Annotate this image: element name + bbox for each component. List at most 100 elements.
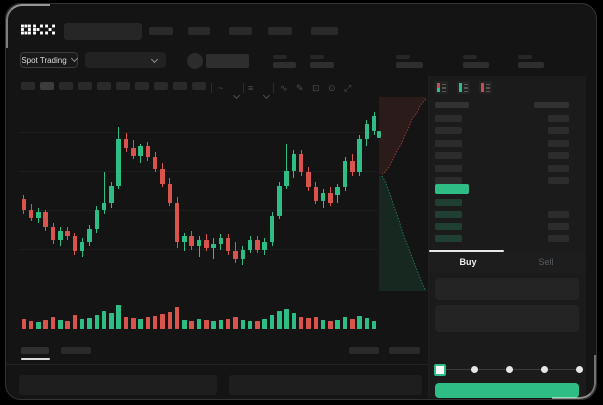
timeframe-button[interactable] [97,82,111,90]
volume-bar [328,321,333,329]
bottom-action-left[interactable] [349,347,379,354]
slider-handle-selected[interactable] [434,364,446,376]
chevron-down-icon[interactable] [232,85,241,103]
book-bids-icon[interactable] [457,81,470,94]
line-tool-icon[interactable]: ∿ [280,83,288,93]
toggle-bar-bottom [481,87,484,92]
draw-pencil-icon[interactable]: ✎ [296,83,304,93]
volume-bar [160,314,165,329]
bottom-tab[interactable] [61,347,91,354]
slider-step-dot[interactable] [505,366,513,373]
chevron-down-icon[interactable] [262,85,271,103]
trading-mode-selector[interactable]: Spot Trading [20,52,78,68]
ask-price[interactable] [435,164,462,172]
bottom-divider [6,364,428,365]
toggle-line [464,90,468,92]
nav-item[interactable] [268,27,292,35]
toggle-bar-bottom [459,87,462,92]
ask-price[interactable] [435,115,462,122]
fullscreen-icon[interactable]: ⤢ [344,83,352,93]
timeframe-button[interactable] [78,82,92,90]
bottom-tab-underline [21,358,50,360]
tab-sell[interactable]: Sell [538,257,554,267]
bid-price[interactable] [435,235,462,242]
price-input[interactable] [435,278,579,300]
ask-price[interactable] [435,152,462,160]
tab-buy[interactable]: Buy [459,257,477,267]
candle-body [291,153,297,171]
volume-bar [138,319,143,329]
timeframe-button[interactable] [116,82,130,90]
nav-item[interactable] [229,27,252,35]
ask-price[interactable] [435,139,462,147]
toolbar-separator [211,83,212,93]
volume-bar [211,321,216,329]
volume-bar [335,320,340,329]
stat-label [273,55,287,59]
timeframe-button[interactable] [192,82,206,90]
volume-bar [196,319,202,329]
volume-bar [240,320,245,329]
buy-submit-button[interactable] [435,383,579,398]
indicator-wave-icon[interactable]: ~ [218,83,224,93]
volume-bar [28,321,34,329]
nav-item[interactable] [149,27,173,35]
volume-bar [233,317,238,329]
timeframe-button[interactable] [40,82,54,90]
toggle-line [442,83,446,85]
candle-body [138,146,143,156]
settings-icon[interactable]: ⊙ [328,83,336,93]
timeframe-button[interactable] [59,82,73,90]
screenshot-icon[interactable]: ⊡ [312,83,320,93]
gridline [19,249,377,250]
toggle-line [442,87,446,89]
ask-price[interactable] [435,177,462,184]
bottom-action-right[interactable] [389,347,420,354]
candle-body [87,228,92,242]
candle-body [233,251,238,259]
timeframe-button[interactable] [154,82,168,90]
toolbar-separator [243,83,244,93]
bid-price[interactable] [435,223,462,230]
book-asks-icon[interactable] [479,81,492,94]
slider-step-dot[interactable] [470,366,478,373]
volume-bar [269,315,275,329]
bid-price[interactable] [435,199,462,206]
toggle-bar-bottom [437,87,440,92]
ask-amount [548,127,569,135]
candle-body [152,157,158,169]
candle-style-icon[interactable]: ≡ [248,83,254,93]
timeframe-button[interactable] [21,82,35,90]
slider-step-dot[interactable] [575,366,583,373]
bottom-panel-right [229,375,422,395]
candle-body [335,187,340,195]
book-combined-icon[interactable] [435,81,448,94]
gridline [19,171,377,172]
toggle-line [442,90,446,92]
order-book-last-price[interactable] [435,184,469,194]
candle-body [109,185,114,203]
candle-wick [103,172,105,214]
bid-price[interactable] [435,211,462,218]
volume-bar [72,315,78,329]
ask-price[interactable] [435,127,462,135]
pair-selector-dropdown[interactable] [85,52,166,68]
candle-body [269,215,275,242]
volume-bar [291,313,297,329]
toggle-bar-top [459,83,462,88]
candle-body [342,161,348,188]
candle-body [167,183,172,203]
nav-item[interactable] [188,27,210,35]
nav-item[interactable] [311,27,338,35]
volume-bar [277,311,282,329]
timeframe-button[interactable] [135,82,149,90]
search-input[interactable] [64,23,142,40]
bid-amount [548,235,569,242]
volume-bar [204,320,209,329]
candle-body [72,236,78,252]
candle-body [225,238,231,252]
amount-input[interactable] [435,305,579,332]
bottom-tab-active[interactable] [21,347,49,354]
timeframe-button[interactable] [173,82,187,90]
slider-step-dot[interactable] [540,366,548,373]
